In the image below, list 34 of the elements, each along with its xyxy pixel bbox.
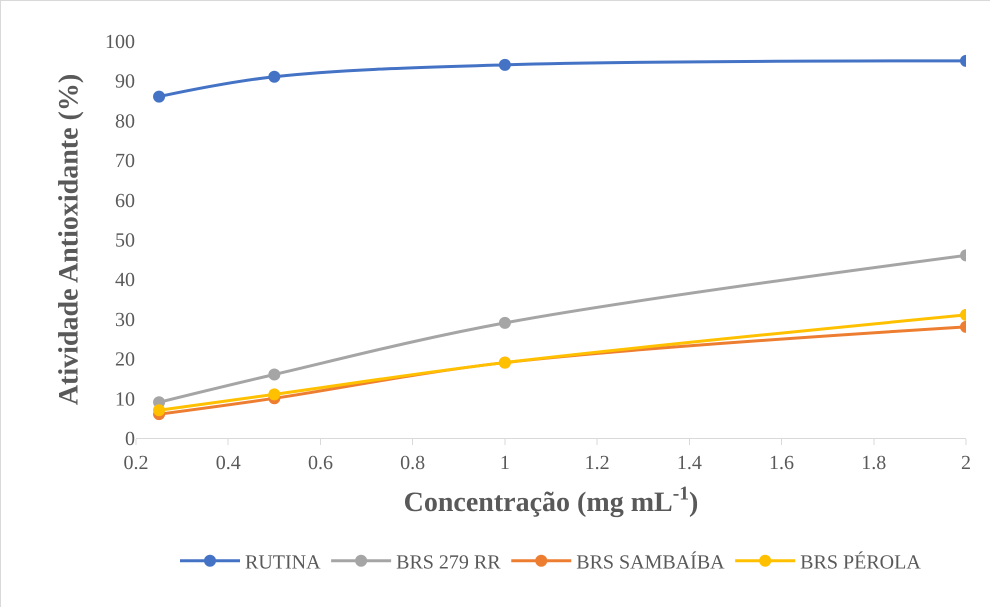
y-tick-label: 100 — [105, 31, 135, 53]
y-axis-title: Atividade Antioxidante (%) — [54, 74, 85, 406]
point — [268, 388, 280, 400]
y-tick-label: 30 — [115, 308, 135, 331]
legend-label: BRS 279 RR — [396, 552, 502, 574]
x-tick-label: 0.2 — [124, 452, 148, 474]
point — [153, 90, 166, 103]
point — [498, 316, 511, 329]
y-tick-label: 40 — [115, 269, 135, 292]
x-tick-label: 0.8 — [400, 452, 426, 474]
y-tick-label: 70 — [115, 150, 135, 172]
point — [498, 58, 511, 71]
point — [268, 368, 280, 380]
x-tick-label: 1 — [500, 452, 510, 474]
y-tick-label: 20 — [115, 348, 135, 371]
x-axis-title: Concentração (mg mL$^{-1}$) — [404, 483, 698, 518]
x-tick-label: 2 — [961, 452, 971, 474]
y-tick-label: 50 — [115, 230, 135, 252]
legend-label: BRS PÉROLA — [800, 550, 922, 574]
y-tick-label: 10 — [115, 388, 135, 410]
x-tick-label: 1.2 — [584, 452, 610, 474]
point — [153, 404, 166, 416]
legend-label: BRS SAMBAÍBA — [576, 550, 726, 574]
x-tick-label: 0.4 — [216, 452, 241, 474]
legend-label: RUTINA — [245, 552, 322, 574]
y-tick-label: 60 — [115, 190, 135, 212]
y-tick-label: 90 — [115, 70, 135, 93]
x-tick-label: 1.8 — [861, 452, 886, 474]
x-tick-label: 1.6 — [769, 452, 794, 474]
x-tick-label: 0.6 — [308, 452, 333, 474]
point — [268, 70, 280, 83]
y-tick-label: 80 — [115, 110, 135, 132]
x-tick-label: 1.4 — [676, 452, 702, 474]
y-tick-label: 0 — [125, 428, 135, 450]
